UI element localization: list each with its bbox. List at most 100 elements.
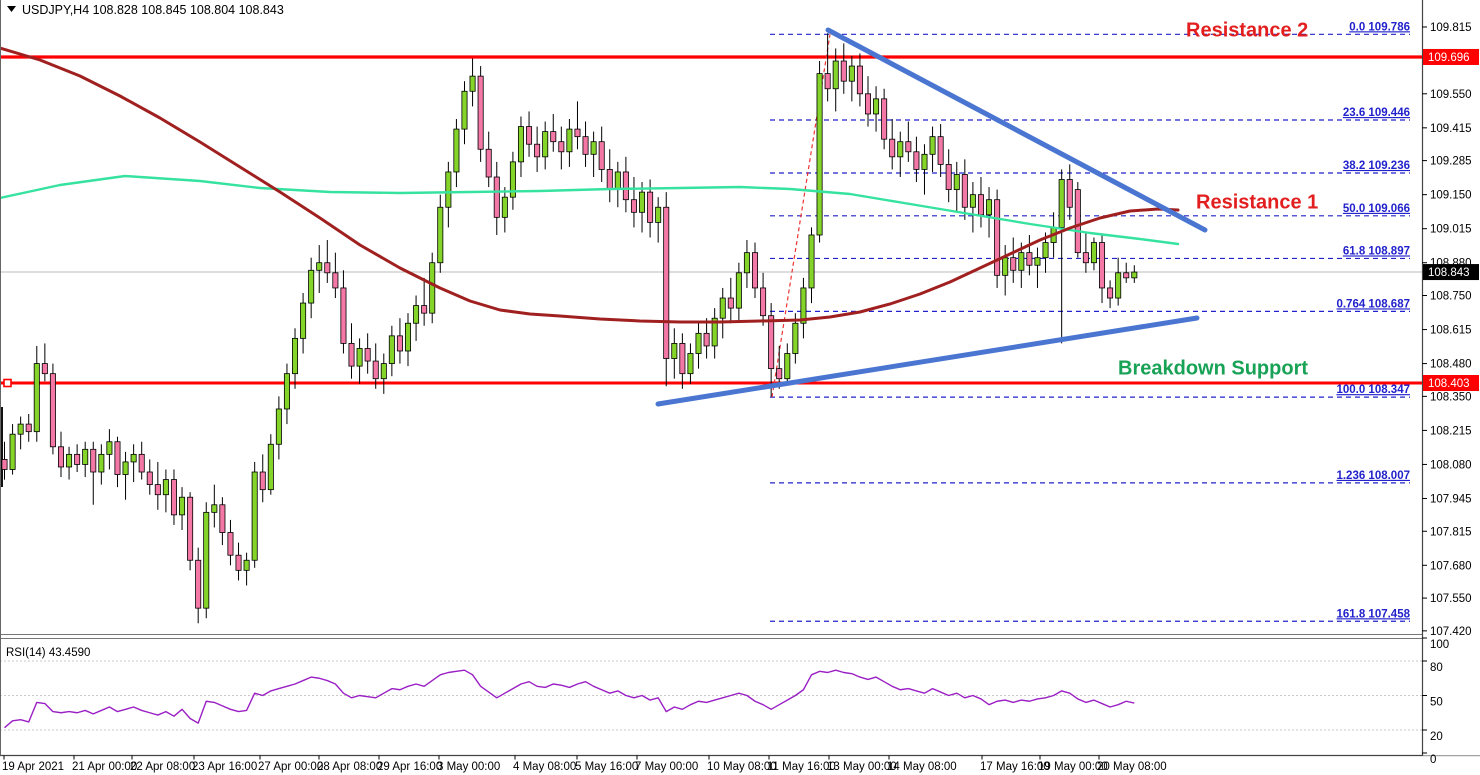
- candle: [840, 43, 847, 94]
- candle: [66, 446, 73, 480]
- time-axis-label[interactable]: 20 May 08:00: [1097, 761, 1167, 773]
- time-axis-label[interactable]: 14 May 08:00: [887, 761, 957, 773]
- symbol-dropdown-icon[interactable]: [7, 6, 16, 12]
- time-axis-label[interactable]: 21 Apr 00:00: [72, 761, 137, 773]
- slow-ma-line[interactable]: [0, 46, 1180, 324]
- time-axis-label[interactable]: 22 Apr 08:00: [130, 761, 195, 773]
- time-axis-label[interactable]: 11 May 16:00: [767, 761, 836, 773]
- rsi-line: [4, 669, 1135, 729]
- price-axis[interactable]: 109.815 109.550 109.415 109.285 109.150 109.0…: [1421, 0, 1480, 766]
- hline-anchor-handle[interactable]: [3, 378, 12, 388]
- candle: [82, 441, 89, 478]
- candle: [1131, 265, 1138, 283]
- candle: [421, 277, 428, 326]
- bull-candle-body: [501, 196, 508, 218]
- bull-candle-body: [792, 322, 799, 354]
- bull-candle-body: [1034, 257, 1041, 266]
- price-axis-label: 108.080: [1430, 459, 1472, 471]
- bear-candle-body: [41, 363, 48, 375]
- moving-average-lines[interactable]: [0, 46, 1180, 324]
- price-badge: [1423, 48, 1479, 65]
- candle: [598, 126, 605, 183]
- time-axis-label[interactable]: 28 Apr 08:00: [317, 761, 382, 773]
- bear-candle-body: [49, 373, 56, 448]
- annotation-breakdown-support[interactable]: Breakdown Support: [1118, 357, 1308, 379]
- bear-candle-body: [227, 532, 234, 556]
- candle: [663, 192, 670, 387]
- trendlines[interactable]: [655, 27, 1208, 407]
- candle: [639, 182, 646, 233]
- time-axis-label[interactable]: 19 Apr 2021: [2, 761, 64, 773]
- time-axis-label[interactable]: 7 May 00:00: [635, 761, 698, 773]
- price-axis-label: 107.550: [1430, 593, 1472, 605]
- annotation-resistance-2[interactable]: Resistance 2: [1186, 19, 1308, 41]
- bear-candle-body: [630, 199, 637, 213]
- chart-title-ohlc: USDJPY,H4 108.828 108.845 108.804 108.84…: [22, 3, 284, 17]
- candle: [1107, 280, 1114, 309]
- main-price-pane[interactable]: [0, 55, 1422, 388]
- candle: [122, 451, 129, 500]
- candle: [1123, 262, 1130, 283]
- time-axis-label[interactable]: 23 Apr 16:00: [192, 761, 257, 773]
- candle: [41, 343, 48, 382]
- time-axis-label[interactable]: 19 May 00:00: [1038, 761, 1108, 773]
- candle: [1058, 169, 1065, 344]
- bull-candle-body: [614, 171, 621, 191]
- bull-candle-body: [437, 206, 444, 264]
- bull-candle-body: [33, 363, 40, 433]
- bull-candle-body: [469, 75, 476, 92]
- fibonacci-retracement-tool[interactable]: 0.0 109.786 23.6 109.446 38.2 109.236 50.0 …: [770, 21, 1411, 622]
- bear-candle-body: [727, 297, 734, 309]
- time-axis-label[interactable]: 17 May 16:00: [980, 761, 1050, 773]
- candle: [776, 345, 783, 389]
- bull-candle-body: [1090, 242, 1097, 264]
- candle: [1074, 182, 1081, 258]
- bear-candle-body: [582, 136, 589, 155]
- candle: [735, 262, 742, 321]
- fib-level-label: 1.236 108.007: [1336, 470, 1410, 482]
- candle: [146, 459, 153, 495]
- time-axis-label[interactable]: 5 May 16:00: [575, 761, 638, 773]
- bear-candle-body: [396, 335, 403, 352]
- time-axis-label[interactable]: 4 May 08:00: [513, 761, 576, 773]
- fib-level-label: 100.0 108.347: [1336, 384, 1410, 396]
- candle: [413, 295, 420, 341]
- bull-candle-body: [17, 423, 24, 435]
- candle: [630, 177, 637, 228]
- bear-candle-body: [324, 262, 331, 274]
- candle: [356, 338, 363, 384]
- candle: [461, 81, 468, 145]
- candle: [364, 333, 371, 374]
- bear-candle-body: [1074, 189, 1081, 254]
- descending-resistance-trendline[interactable]: [825, 27, 1208, 233]
- time-axis-label[interactable]: 27 Apr 00:00: [258, 761, 323, 773]
- ascending-support-trendline[interactable]: [655, 315, 1200, 407]
- bull-candle-body: [308, 269, 315, 304]
- bear-candle-body: [1107, 287, 1114, 299]
- bull-candle-body: [639, 191, 646, 213]
- time-axis-label[interactable]: 29 Apr 16:00: [377, 761, 442, 773]
- bear-candle-body: [824, 73, 831, 90]
- time-axis-label[interactable]: 13 May 00:00: [827, 761, 897, 773]
- candle: [534, 126, 541, 172]
- bull-candle-body: [808, 234, 815, 289]
- bear-candle-body: [856, 65, 863, 95]
- candle: [33, 345, 40, 442]
- annotation-resistance-1[interactable]: Resistance 1: [1196, 191, 1318, 213]
- candle: [493, 161, 500, 235]
- bear-candle-body: [606, 169, 613, 191]
- bear-candle-body: [25, 423, 32, 433]
- bear-candle-body: [146, 471, 153, 486]
- time-axis-label[interactable]: 3 May 00:00: [437, 761, 500, 773]
- rsi-indicator-pane[interactable]: [0, 0, 1480, 757]
- fast-ma-line[interactable]: [0, 174, 1180, 246]
- candle: [57, 431, 64, 478]
- fib-diagonal-line: [771, 34, 831, 398]
- time-axis-label[interactable]: 10 May 08:00: [707, 761, 777, 773]
- bull-candle-body: [832, 60, 839, 90]
- bull-candle-body: [98, 453, 105, 473]
- candle: [396, 318, 403, 364]
- candle: [953, 161, 960, 213]
